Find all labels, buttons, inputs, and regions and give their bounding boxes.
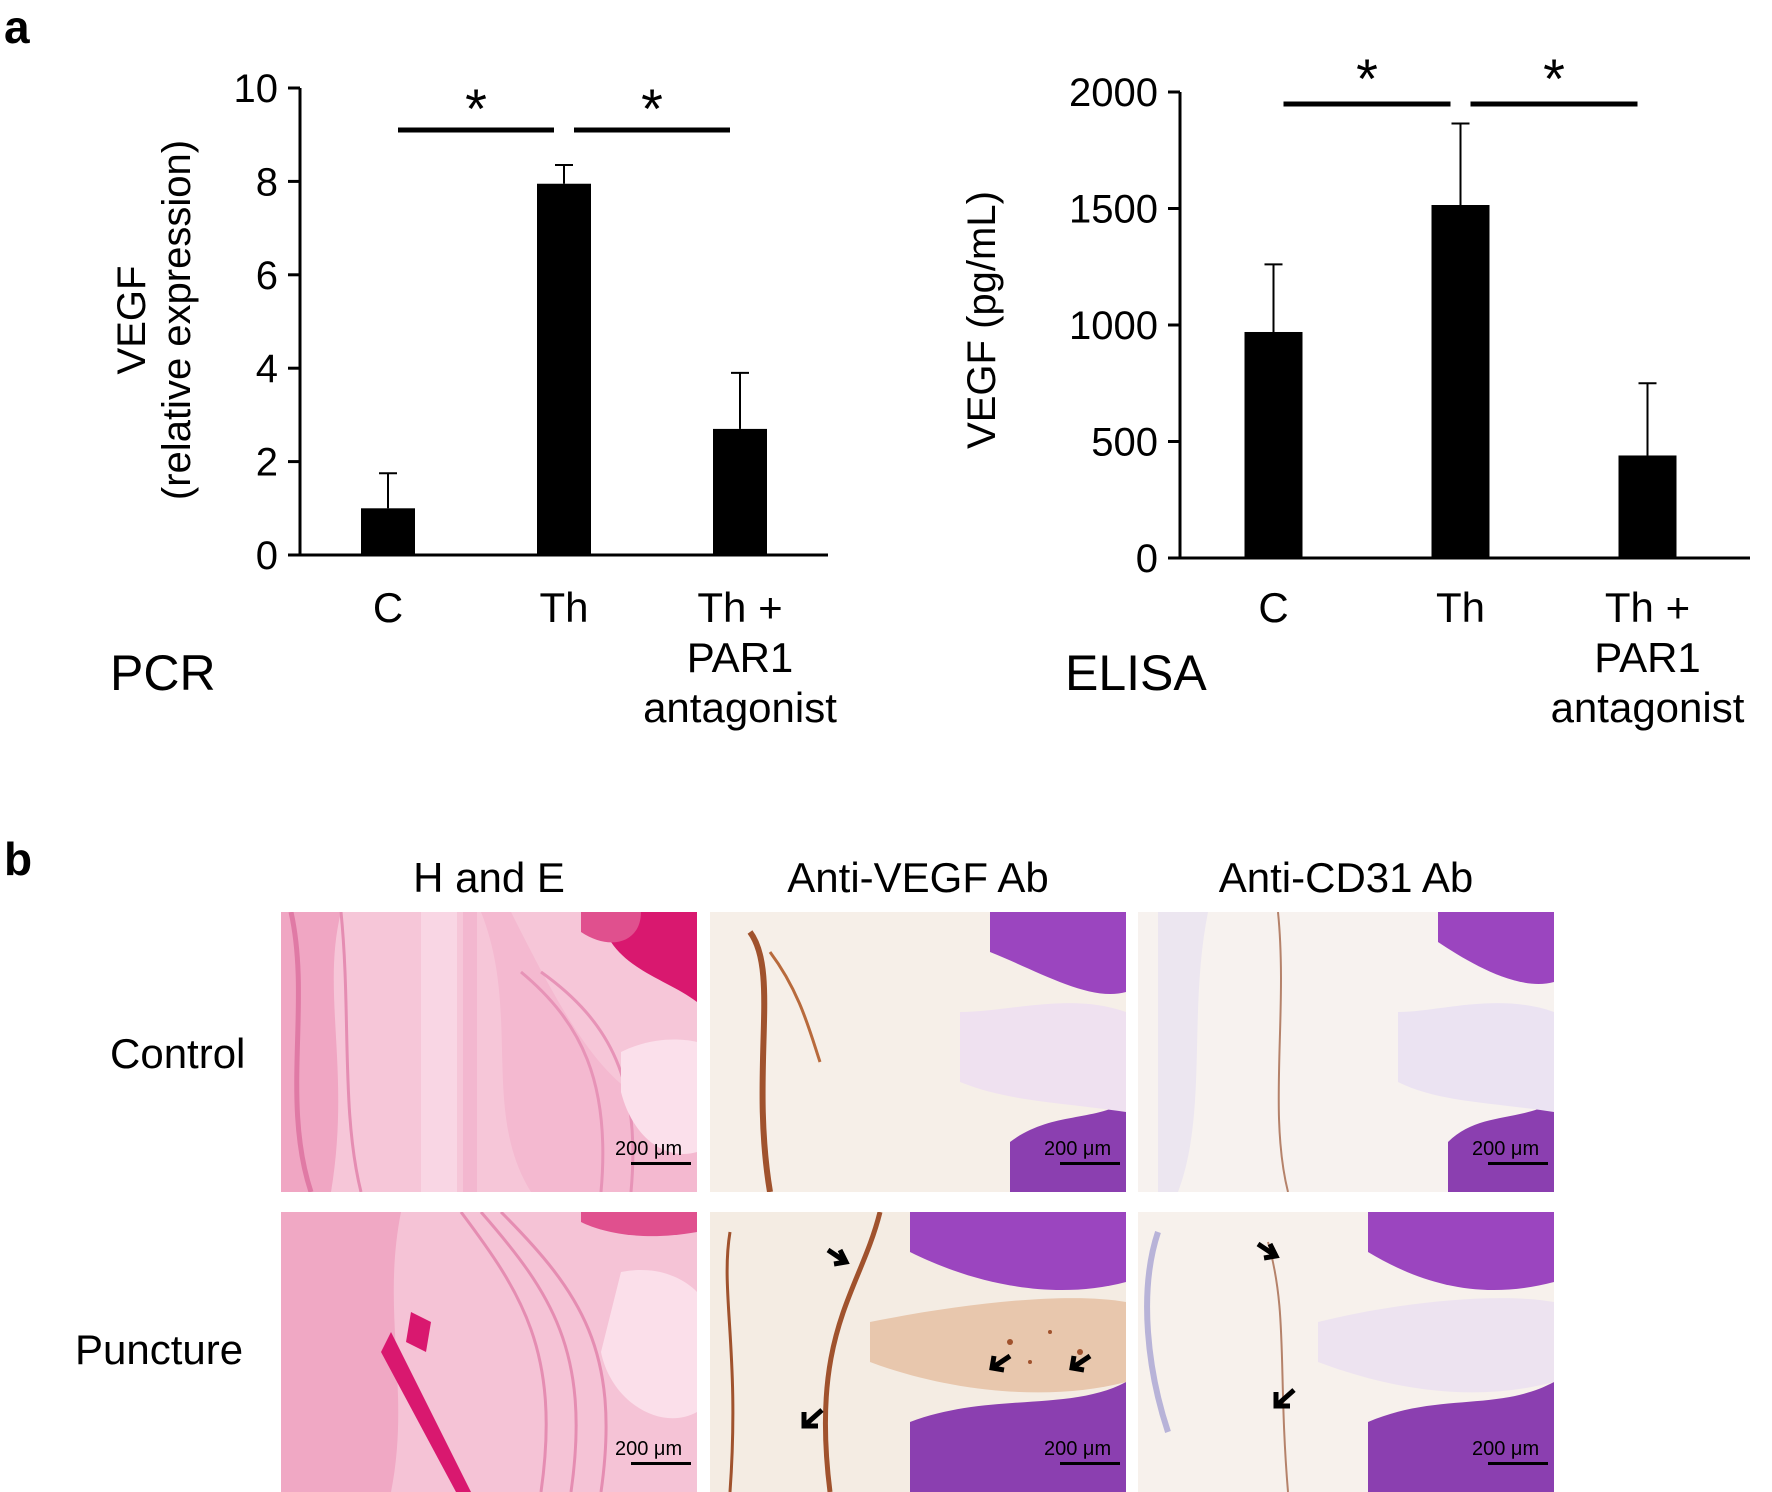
micrograph-control-anti-vegf: 200 μm bbox=[710, 912, 1126, 1192]
bar bbox=[537, 183, 591, 556]
significance-star: * bbox=[1356, 47, 1378, 110]
significance-star: * bbox=[1543, 47, 1565, 110]
panel-a-label: a bbox=[4, 1, 30, 53]
scale-bar-label: 200 μm bbox=[1472, 1138, 1540, 1160]
bar bbox=[1244, 331, 1303, 558]
micrograph-puncture-anti-vegf: 200 μm bbox=[710, 1212, 1126, 1492]
scale-bar-label: 200 μm bbox=[615, 1438, 683, 1460]
y-tick-label: 6 bbox=[256, 254, 278, 298]
category-label: Th + bbox=[1605, 584, 1690, 631]
category-label: PAR1 bbox=[1594, 634, 1701, 681]
micrograph-control-anti-cd31: 200 μm bbox=[1138, 912, 1554, 1192]
y-tick-label: 8 bbox=[256, 160, 278, 204]
category-label: Th + bbox=[697, 584, 782, 631]
micrograph-puncture-anti-cd31: 200 μm bbox=[1138, 1212, 1554, 1492]
scale-bar-label: 200 μm bbox=[615, 1138, 683, 1160]
y-tick-label: 4 bbox=[256, 347, 278, 391]
scale-bar-label: 200 μm bbox=[1044, 1138, 1112, 1160]
y-tick-label: 1000 bbox=[1069, 304, 1158, 348]
category-label: Th bbox=[1436, 584, 1485, 631]
significance-star: * bbox=[641, 77, 663, 140]
column-header-anti-vegf: Anti-VEGF Ab bbox=[787, 854, 1049, 901]
bar bbox=[1431, 205, 1490, 558]
scale-bar-label: 200 μm bbox=[1472, 1438, 1540, 1460]
category-label: antagonist bbox=[1551, 684, 1745, 731]
column-header-anti-cd31: Anti-CD31 Ab bbox=[1218, 854, 1474, 901]
scale-bar-label: 200 μm bbox=[1044, 1438, 1112, 1460]
micrograph-control-he: 200 μm bbox=[281, 912, 697, 1192]
row-label-puncture: Puncture bbox=[75, 1326, 244, 1373]
assay-label: PCR bbox=[110, 645, 216, 701]
bar bbox=[361, 508, 415, 555]
y-tick-label: 1500 bbox=[1069, 188, 1158, 232]
column-header-he: H and E bbox=[413, 854, 565, 901]
y-axis-label: VEGF bbox=[110, 266, 154, 375]
category-label: PAR1 bbox=[687, 634, 794, 681]
significance-star: * bbox=[465, 77, 487, 140]
y-axis-label: (relative expression) bbox=[155, 140, 199, 500]
category-label: antagonist bbox=[643, 684, 837, 731]
y-tick-label: 2 bbox=[256, 441, 278, 485]
assay-label: ELISA bbox=[1065, 645, 1207, 701]
row-label-control: Control bbox=[110, 1030, 246, 1077]
y-tick-label: 2000 bbox=[1069, 71, 1158, 115]
y-tick-label: 0 bbox=[1136, 537, 1158, 581]
category-label: C bbox=[1258, 584, 1288, 631]
y-tick-label: 10 bbox=[234, 67, 279, 111]
y-tick-label: 0 bbox=[256, 534, 278, 578]
panel-b-label: b bbox=[4, 833, 33, 885]
bar bbox=[1618, 455, 1677, 558]
category-label: C bbox=[373, 584, 403, 631]
elisa-chart: 0 500 1000 1500 2000 VEGF (pg/mL) C Th Th +PAR1a… bbox=[960, 47, 1750, 731]
y-tick-label: 500 bbox=[1091, 421, 1158, 465]
y-axis-label: VEGF (pg/mL) bbox=[960, 191, 1004, 449]
micrograph-puncture-he: 200 μm bbox=[281, 1212, 697, 1492]
bar bbox=[713, 428, 767, 555]
category-label: Th bbox=[539, 584, 588, 631]
